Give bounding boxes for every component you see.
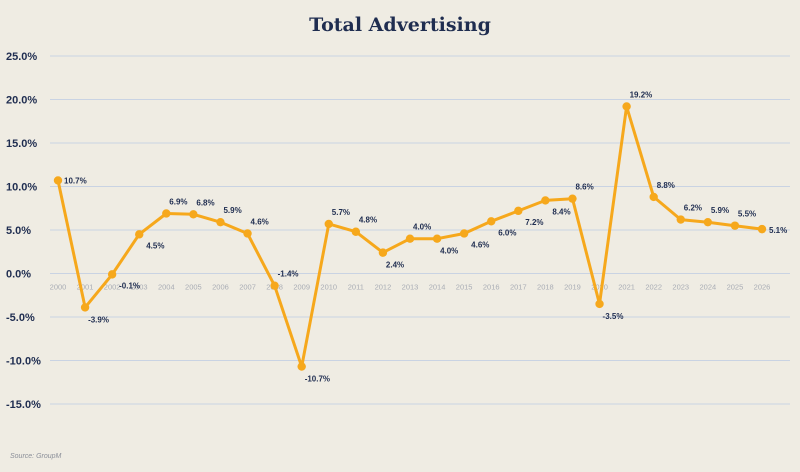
data-point bbox=[541, 196, 550, 205]
series-points bbox=[53, 102, 767, 371]
y-tick-label: 20.0% bbox=[6, 95, 37, 107]
x-tick-label: 2018 bbox=[537, 283, 554, 292]
x-tick-label: 2010 bbox=[320, 283, 337, 292]
y-axis-ticks: 25.0% 20.0% 15.0% 10.0% 5.0% 0.0% -5.0% -10.0% -… bbox=[6, 51, 41, 411]
data-point bbox=[514, 206, 523, 216]
x-tick-label: 2026 bbox=[754, 283, 771, 292]
data-point bbox=[703, 217, 713, 227]
data-point bbox=[649, 192, 658, 202]
data-label: 5.5% bbox=[738, 210, 756, 219]
data-label: 4.0% bbox=[440, 247, 458, 256]
data-label: 6.2% bbox=[684, 204, 702, 213]
x-tick-label: 2016 bbox=[483, 283, 500, 292]
x-tick-label: 2011 bbox=[348, 283, 364, 292]
y-tick-label: 10.0% bbox=[6, 182, 37, 194]
x-tick-label: 2017 bbox=[510, 283, 527, 292]
x-tick-label: 2002 bbox=[104, 283, 121, 292]
data-point bbox=[243, 229, 252, 238]
y-tick-label: -15.0% bbox=[6, 399, 41, 411]
x-tick-label: 2019 bbox=[564, 283, 581, 292]
data-point bbox=[189, 210, 198, 219]
x-tick-label: 2014 bbox=[429, 283, 446, 292]
data-label: 4.8% bbox=[359, 216, 377, 225]
data-point bbox=[757, 224, 767, 234]
data-point bbox=[676, 215, 685, 224]
data-point bbox=[351, 227, 361, 236]
source-note: Source: GroupM bbox=[10, 453, 62, 460]
data-point bbox=[107, 270, 117, 279]
data-point bbox=[216, 217, 225, 227]
chart-title: Total Advertising bbox=[309, 14, 491, 36]
x-tick-label: 2005 bbox=[185, 283, 202, 292]
data-label: -1.4% bbox=[278, 270, 299, 279]
x-tick-label: 2023 bbox=[672, 283, 689, 292]
data-point bbox=[80, 303, 90, 312]
data-label: 5.7% bbox=[332, 208, 350, 217]
data-point bbox=[53, 176, 63, 185]
data-label: 6.9% bbox=[169, 197, 187, 206]
data-point bbox=[162, 209, 171, 218]
data-point bbox=[297, 362, 306, 371]
y-tick-label: 0.0% bbox=[6, 269, 31, 281]
data-point bbox=[487, 217, 496, 226]
grid-lines bbox=[50, 55, 790, 405]
data-label: 6.8% bbox=[196, 198, 214, 207]
data-label: 5.1% bbox=[769, 226, 787, 235]
data-point bbox=[135, 230, 144, 239]
data-labels: 10.7% -3.9% -0.1% 4.5% 6.9% 6.8% 5.9% 4.6% -1.4%… bbox=[64, 90, 787, 383]
data-label: 8.8% bbox=[657, 181, 675, 190]
x-tick-label: 2006 bbox=[212, 283, 229, 292]
data-point bbox=[568, 194, 577, 203]
data-label: 5.9% bbox=[711, 206, 729, 215]
data-label: 4.6% bbox=[251, 217, 269, 226]
y-tick-label: 25.0% bbox=[6, 51, 37, 63]
data-point bbox=[622, 102, 631, 111]
x-tick-label: 2004 bbox=[158, 283, 175, 292]
data-label: 19.2% bbox=[630, 90, 653, 99]
x-tick-label: 2025 bbox=[727, 283, 744, 292]
data-label: 7.2% bbox=[525, 218, 543, 227]
data-label: -0.1% bbox=[119, 281, 140, 290]
y-tick-label: 5.0% bbox=[6, 225, 31, 237]
y-tick-label: -5.0% bbox=[6, 312, 35, 324]
x-tick-label: 2020 bbox=[591, 283, 608, 292]
data-label: 8.6% bbox=[575, 183, 593, 192]
x-tick-label: 2009 bbox=[293, 283, 310, 292]
y-tick-label: 15.0% bbox=[6, 138, 37, 150]
data-label: 10.7% bbox=[64, 176, 87, 185]
data-label: -10.7% bbox=[305, 375, 330, 384]
x-tick-label: 2003 bbox=[131, 283, 148, 292]
x-tick-label: 2022 bbox=[645, 283, 662, 292]
y-tick-label: -10.0% bbox=[6, 356, 41, 368]
data-label: 8.4% bbox=[552, 207, 570, 216]
data-point bbox=[270, 281, 279, 290]
x-tick-label: 2015 bbox=[456, 283, 473, 292]
x-tick-label: 2000 bbox=[50, 283, 67, 292]
data-label: -3.5% bbox=[603, 312, 624, 321]
data-point bbox=[730, 221, 740, 230]
data-point bbox=[459, 229, 469, 238]
data-label: 4.0% bbox=[413, 223, 431, 232]
data-label: -3.9% bbox=[88, 315, 109, 324]
x-tick-label: 2012 bbox=[375, 283, 392, 292]
x-tick-label: 2021 bbox=[618, 283, 635, 292]
data-label: 2.4% bbox=[386, 261, 404, 270]
data-point bbox=[324, 219, 333, 229]
data-point bbox=[405, 234, 415, 243]
x-tick-label: 2007 bbox=[239, 283, 256, 292]
x-tick-label: 2024 bbox=[700, 283, 717, 292]
data-label: 4.5% bbox=[146, 241, 164, 250]
data-point bbox=[432, 234, 442, 243]
data-label: 5.9% bbox=[223, 206, 241, 215]
x-tick-label: 2013 bbox=[402, 283, 419, 292]
x-tick-label: 2001 bbox=[77, 283, 94, 292]
data-point bbox=[595, 299, 604, 309]
data-label: 4.6% bbox=[471, 240, 489, 249]
data-label: 6.0% bbox=[498, 228, 516, 237]
x-axis-ticks: 2000200120022003200420052006200720082009… bbox=[50, 283, 771, 292]
data-point bbox=[378, 248, 388, 257]
